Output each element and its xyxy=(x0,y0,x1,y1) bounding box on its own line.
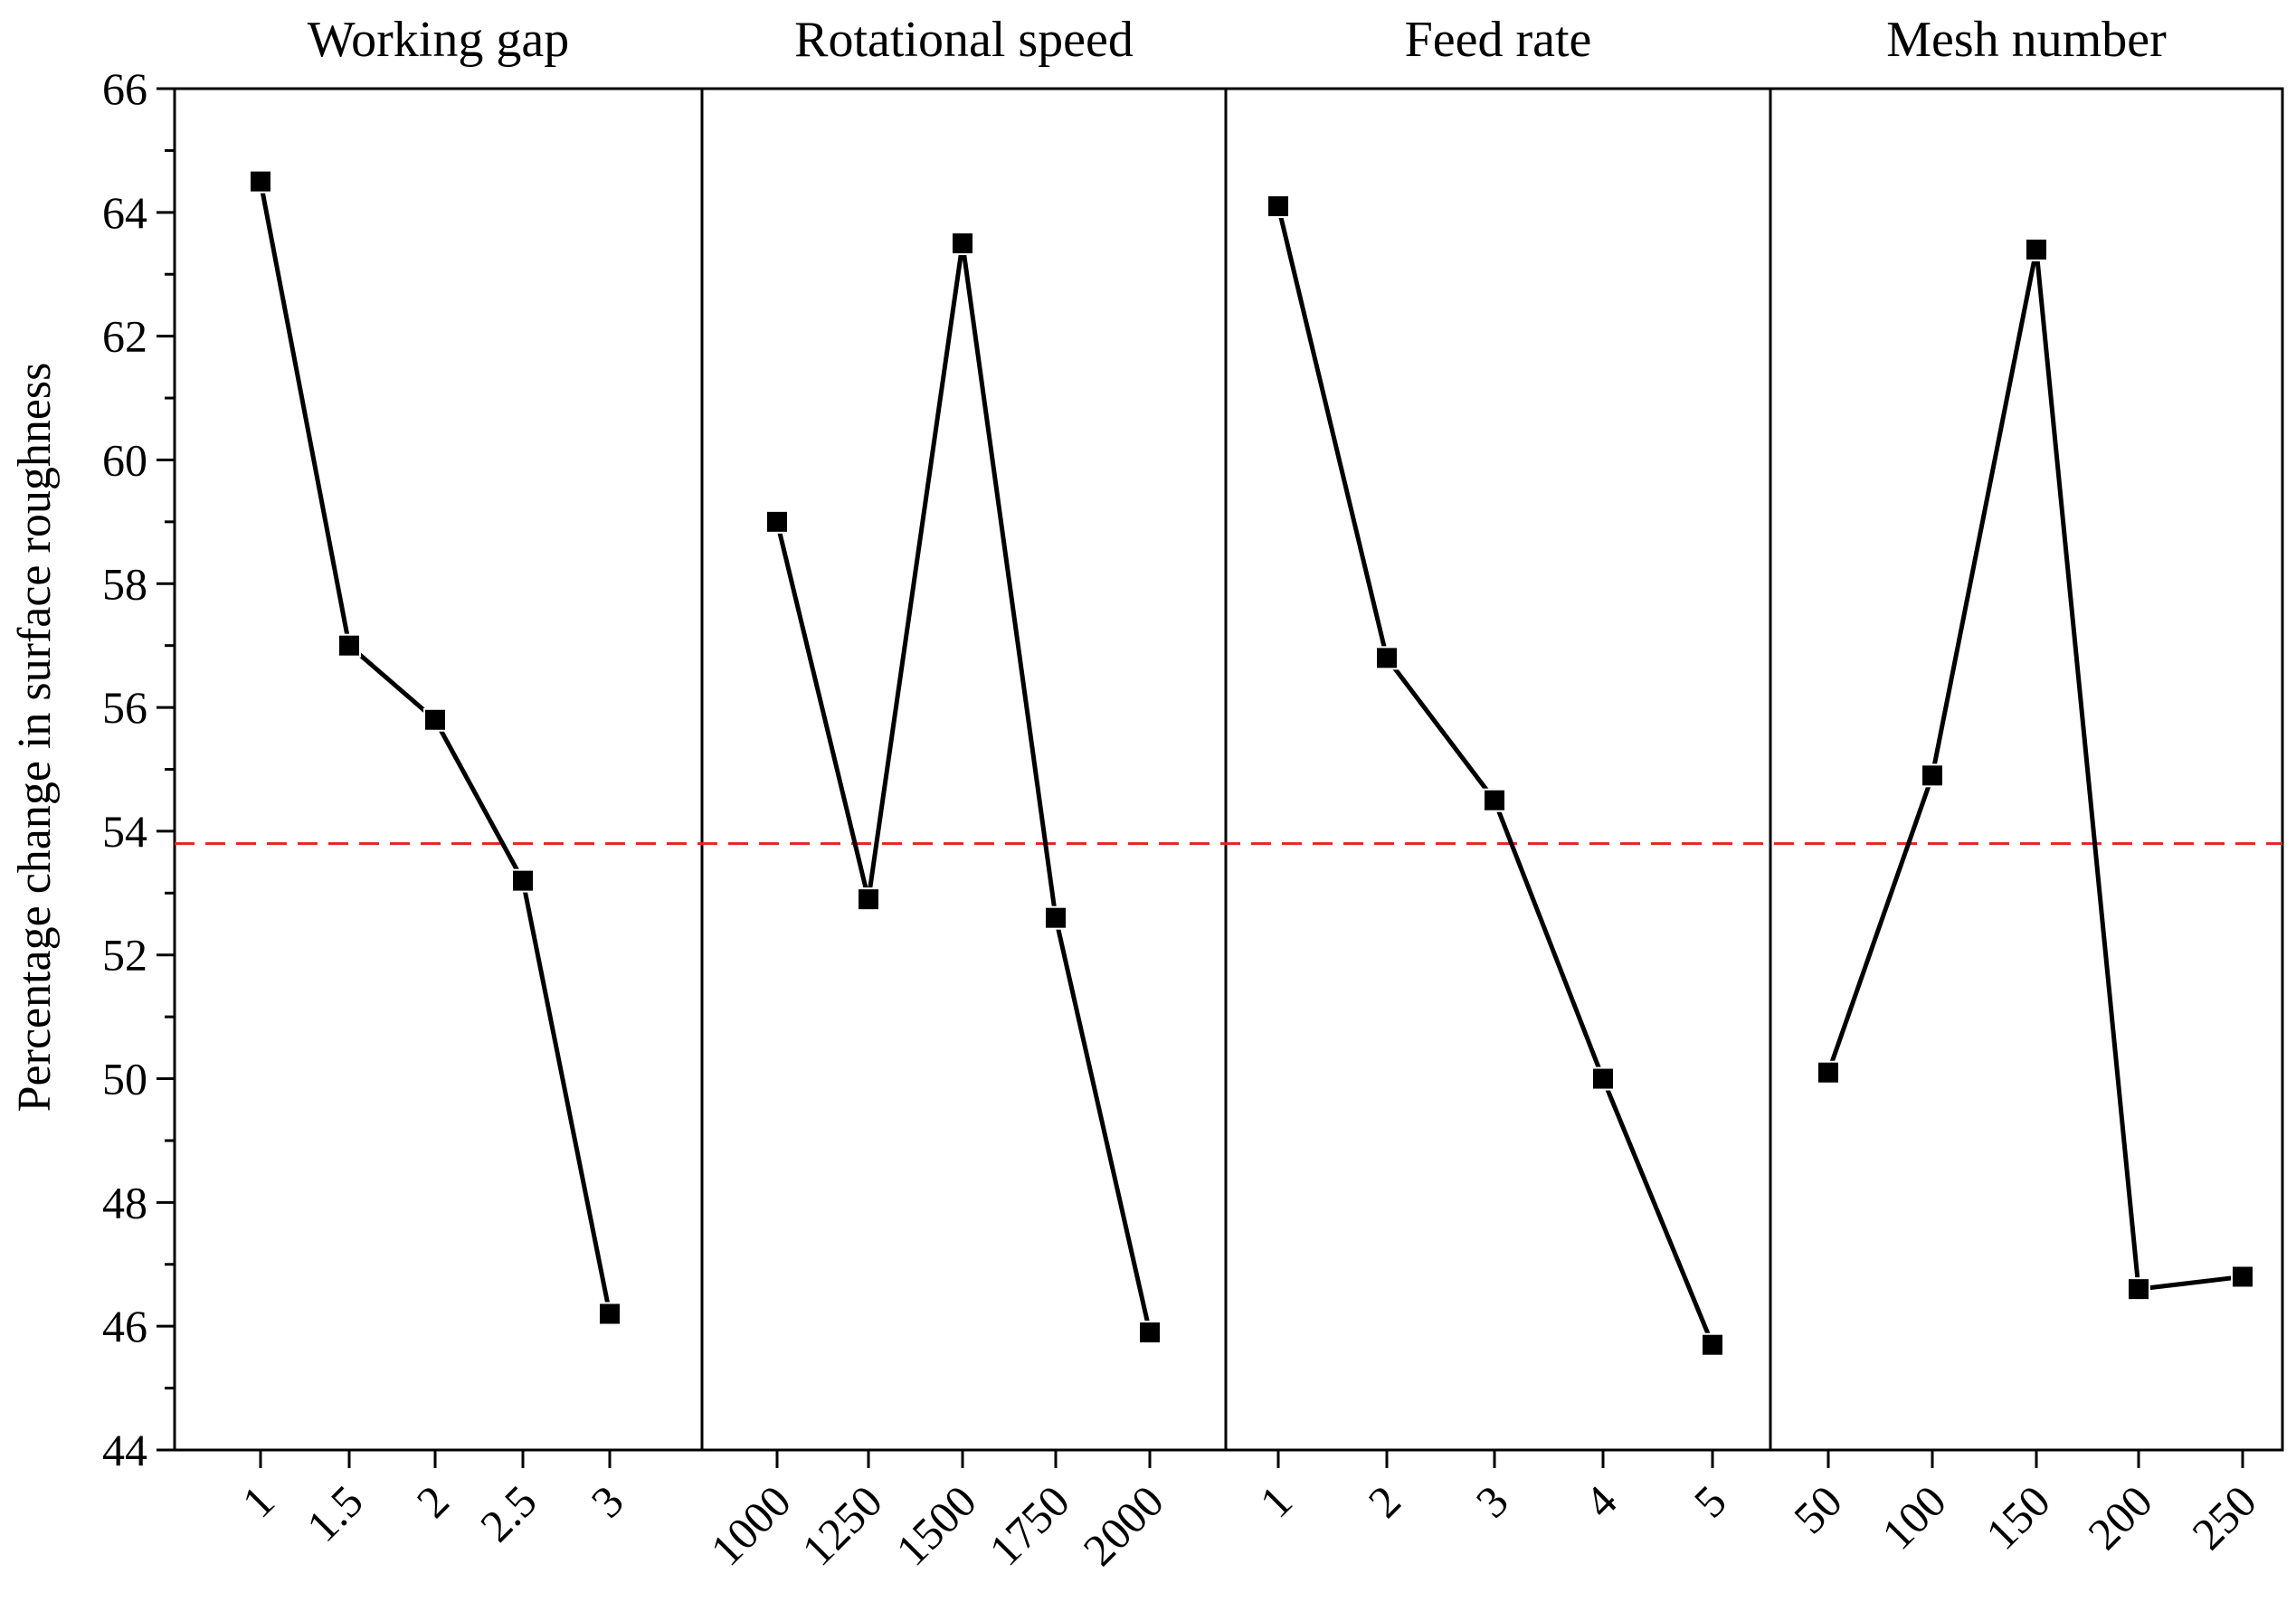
data-point xyxy=(2127,1277,2150,1302)
y-tick-label: 48 xyxy=(102,1177,147,1227)
x-tick-label: 50 xyxy=(1784,1475,1852,1543)
panel-frames xyxy=(173,87,2284,1452)
x-tick-label: 1.5 xyxy=(297,1475,373,1551)
series-line xyxy=(774,242,1153,1333)
data-point xyxy=(337,633,361,658)
x-tick-label: 150 xyxy=(1976,1475,2060,1559)
plot-frame xyxy=(173,87,2284,1452)
x-tick-label: 2 xyxy=(1359,1475,1410,1527)
y-tick-label: 52 xyxy=(102,930,147,981)
data-point xyxy=(249,169,272,194)
y-tick-label: 60 xyxy=(102,434,147,485)
y-axis: 44 46 48 50 52 54 56 58 60 62 64 66 xyxy=(102,63,175,1475)
x-tick-label: 250 xyxy=(2182,1475,2266,1559)
y-tick-label: 64 xyxy=(102,187,147,238)
y-axis-title: Percentage change in surface roughness xyxy=(9,363,61,1113)
x-tick-label: 4 xyxy=(1575,1475,1627,1527)
data-point xyxy=(1483,788,1506,812)
data-point xyxy=(1375,646,1399,670)
data-point xyxy=(2025,237,2048,261)
data-point xyxy=(1701,1332,1724,1357)
series-line xyxy=(1276,205,1715,1346)
data-point xyxy=(423,707,447,732)
data-point xyxy=(1267,194,1290,218)
x-tick-label: 2000 xyxy=(1073,1475,1172,1575)
data-point xyxy=(1044,905,1067,930)
data-point xyxy=(598,1302,621,1326)
y-tick-label: 44 xyxy=(102,1425,147,1475)
y-tick-label: 66 xyxy=(102,63,147,114)
data-point xyxy=(765,509,789,534)
series-line xyxy=(258,181,612,1314)
data-point xyxy=(951,232,974,256)
data-point xyxy=(857,887,880,912)
data-point xyxy=(1817,1060,1840,1085)
panel-titles: Working gap Rotational speed Feed rate Mesh… xyxy=(308,12,2167,68)
panel-title: Mesh number xyxy=(1886,12,2167,68)
x-tick-label: 100 xyxy=(1872,1475,1956,1559)
panel-title: Feed rate xyxy=(1405,12,1592,68)
x-tick-label: 1250 xyxy=(792,1475,891,1575)
series-line xyxy=(1826,249,2244,1292)
data-point xyxy=(1921,763,1944,788)
data-point xyxy=(1591,1066,1615,1091)
x-tick-label: 200 xyxy=(2078,1475,2162,1559)
panel-title: Working gap xyxy=(308,12,569,68)
y-tick-label: 46 xyxy=(102,1301,147,1351)
x-tick-label: 1 xyxy=(1250,1475,1302,1527)
y-tick-label: 50 xyxy=(102,1054,147,1104)
y-tick-label: 62 xyxy=(102,311,147,362)
x-tick-label: 1750 xyxy=(979,1475,1078,1575)
x-tick-label: 1 xyxy=(232,1475,284,1527)
y-tick-label: 54 xyxy=(102,806,147,857)
data-point xyxy=(2231,1265,2254,1289)
x-tick-label: 3 xyxy=(1466,1475,1518,1527)
data-point xyxy=(1138,1321,1162,1345)
data-point xyxy=(511,868,535,893)
x-tick-label: 1000 xyxy=(700,1475,800,1575)
panel-title: Rotational speed xyxy=(794,12,1134,68)
x-tick-label: 1500 xyxy=(886,1475,985,1575)
x-tick-label: 3 xyxy=(582,1475,633,1527)
x-tick-label: 2 xyxy=(407,1475,459,1527)
series-group xyxy=(249,169,2254,1357)
x-tick-label: 5 xyxy=(1684,1475,1736,1527)
y-tick-label: 56 xyxy=(102,682,147,733)
y-tick-label: 58 xyxy=(102,558,147,609)
x-tick-label: 2.5 xyxy=(470,1475,546,1551)
